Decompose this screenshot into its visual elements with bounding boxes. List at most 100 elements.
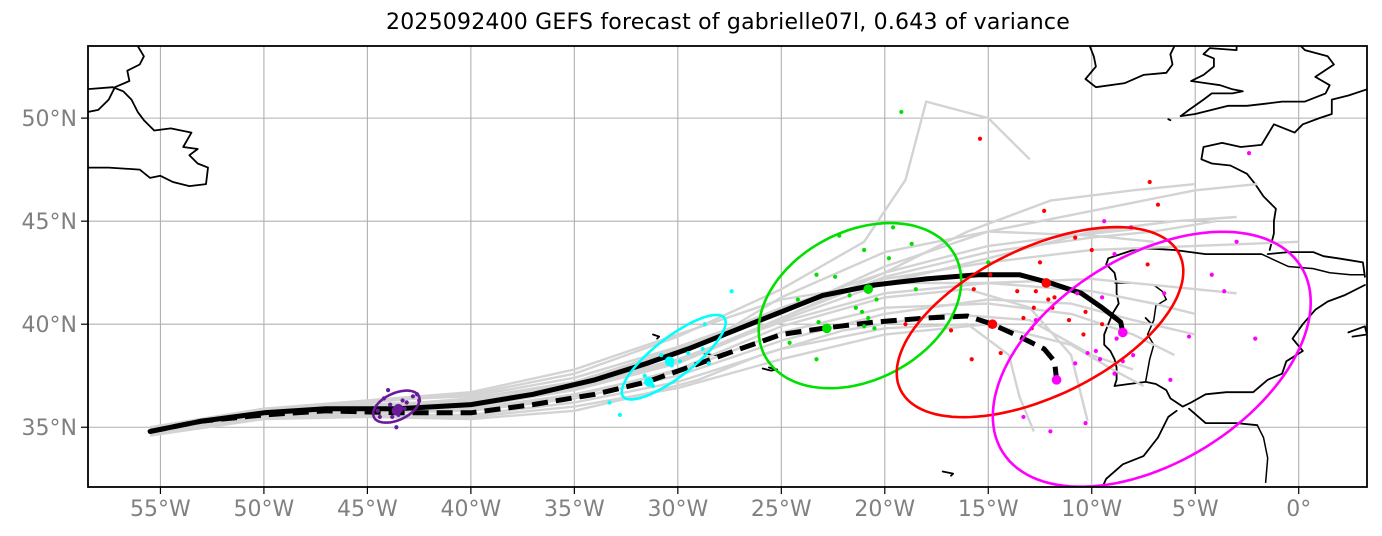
- member-position-point: [1015, 289, 1020, 294]
- x-tick-label: 40°W: [440, 497, 501, 522]
- member-position-point: [1081, 332, 1086, 337]
- member-position-point: [903, 322, 908, 327]
- mean-position-dashed: [1051, 375, 1062, 385]
- member-position-point: [787, 340, 792, 345]
- x-tick-label: 5°W: [1172, 497, 1219, 522]
- member-position-point: [700, 346, 705, 352]
- coastline-segment: [88, 86, 209, 187]
- member-position-point: [1073, 361, 1078, 366]
- member-position-point: [969, 357, 974, 362]
- member-position-point: [913, 287, 918, 292]
- member-position-point: [1083, 309, 1088, 314]
- coastline-segment: [1179, 46, 1244, 117]
- member-position-point: [795, 297, 800, 302]
- x-tick-label: 25°W: [751, 497, 812, 522]
- member-position-point: [909, 241, 914, 246]
- member-position-point: [1093, 348, 1098, 354]
- member-position-point: [899, 109, 904, 115]
- member-position-point: [1042, 208, 1047, 213]
- y-tick-label: 45°N: [22, 210, 77, 235]
- member-position-point: [1145, 262, 1150, 267]
- member-position-point: [617, 412, 622, 417]
- member-position-point: [1253, 336, 1258, 341]
- ensemble-member-track: [149, 100, 1031, 431]
- member-position-point: [861, 324, 867, 329]
- member-position-point: [1186, 334, 1192, 339]
- mean-position-dashed: [644, 377, 654, 387]
- member-position-point: [1099, 295, 1105, 300]
- member-position-point: [890, 225, 896, 230]
- member-position-point: [948, 328, 954, 333]
- ensemble-member-track: [149, 312, 1134, 437]
- member-position-point: [1222, 289, 1227, 294]
- member-position-point: [1075, 291, 1080, 296]
- coastline-segment: [1084, 46, 1176, 89]
- member-position-point: [977, 136, 983, 141]
- member-position-point: [706, 361, 711, 366]
- member-position-point: [1089, 247, 1094, 253]
- island: [1167, 118, 1172, 122]
- member-position-point: [1052, 295, 1057, 300]
- uncertainty-ellipse-day-4: [895, 225, 1185, 419]
- member-position-point: [677, 359, 682, 364]
- member-position-point: [998, 350, 1003, 356]
- member-position-point: [816, 320, 821, 325]
- member-position-point: [404, 400, 409, 405]
- coastline-segment: [1101, 409, 1178, 487]
- ensemble-member-track: [149, 323, 1145, 435]
- member-position-point: [388, 402, 393, 407]
- mean-position-solid: [1041, 278, 1052, 288]
- mean-track-dashed: [149, 313, 1060, 434]
- member-position-point: [1102, 219, 1107, 224]
- member-position-point: [886, 256, 892, 261]
- mean-position-solid: [664, 356, 675, 367]
- member-position-point: [1033, 289, 1038, 294]
- x-tick-label: 55°W: [130, 497, 191, 522]
- member-position-point: [814, 357, 819, 362]
- coastline-segment: [45, 180, 78, 203]
- member-position-point: [402, 406, 407, 411]
- member-position-point: [874, 297, 879, 302]
- mean-position-solid: [1117, 327, 1128, 338]
- x-tick-label: 30°W: [647, 497, 708, 522]
- coastline-segment: [1188, 407, 1259, 427]
- member-position-point: [729, 289, 734, 294]
- member-position-point: [702, 322, 707, 327]
- y-tick-label: 50°N: [22, 107, 77, 132]
- mean-position-dashed: [391, 405, 402, 416]
- map-frame: [87, 45, 1368, 488]
- member-position-point: [1162, 291, 1167, 296]
- member-position-point: [400, 398, 405, 403]
- x-tick-label: 35°W: [544, 497, 605, 522]
- country-border: [1261, 253, 1365, 276]
- member-position-point: [1031, 305, 1036, 310]
- x-tick-label: 50°W: [234, 497, 295, 522]
- y-tick-label: 40°N: [22, 313, 77, 338]
- gridlines: [88, 46, 1367, 487]
- member-position-point: [988, 272, 993, 277]
- uncertainty-ellipses: [371, 221, 1313, 487]
- member-position-point: [986, 260, 991, 265]
- member-position-point: [1099, 322, 1105, 327]
- member-position-point: [1037, 260, 1043, 265]
- uncertainty-ellipse-day-1: [371, 389, 421, 424]
- axis-ticks: 55°W 50°W 45°W 40°W 35°W 30°W 25°W 20°W 15°W 10°W…: [22, 107, 1312, 522]
- member-position-point: [410, 394, 416, 399]
- member-position-point: [1021, 315, 1026, 321]
- island: [652, 333, 661, 340]
- x-tick-label: 15°W: [958, 497, 1019, 522]
- ensemble-member-tracks: [149, 100, 1299, 437]
- member-position-point: [642, 373, 647, 378]
- x-tick-label: 0°: [1286, 497, 1311, 522]
- island: [941, 470, 954, 477]
- member-position-point: [866, 315, 871, 321]
- member-position-point: [686, 350, 691, 356]
- island: [1347, 325, 1367, 338]
- member-position-point: [1147, 179, 1152, 185]
- mean-position-dashed: [987, 319, 998, 330]
- member-position-point: [1073, 235, 1078, 240]
- member-position-point: [1112, 371, 1117, 376]
- member-position-point: [1112, 252, 1117, 257]
- member-position-point: [853, 305, 858, 310]
